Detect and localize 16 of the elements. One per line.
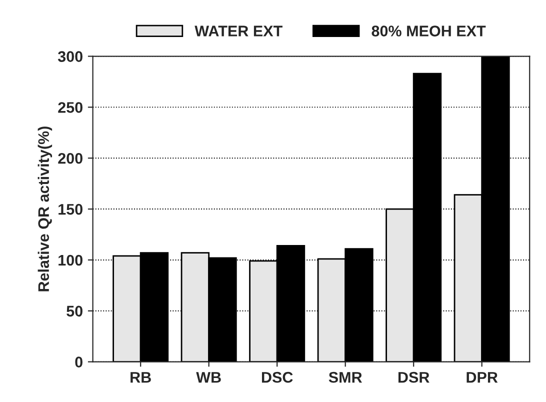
y-tick-label: 150: [58, 204, 82, 215]
y-tick-label: 100: [58, 254, 82, 266]
y-axis-title: Relative QR activity(%): [38, 126, 52, 292]
x-tick-label: DSC: [262, 372, 293, 383]
x-tick-label: SMR: [328, 372, 362, 383]
y-tick-label: 50: [66, 306, 82, 317]
y-tick-label: 250: [58, 102, 82, 113]
y-tick-label: 200: [58, 152, 82, 164]
x-tick-label: DPR: [466, 372, 498, 383]
y-tick-label: 300: [58, 51, 82, 62]
y-tick-label: 0: [75, 356, 82, 368]
x-tick-label: WB: [196, 372, 221, 383]
legend-label: 80% MEOH EXT: [372, 26, 486, 36]
legend-label: WATER EXT: [194, 26, 282, 36]
x-tick-label: RB: [130, 372, 151, 383]
x-tick-label: DSR: [398, 372, 430, 383]
